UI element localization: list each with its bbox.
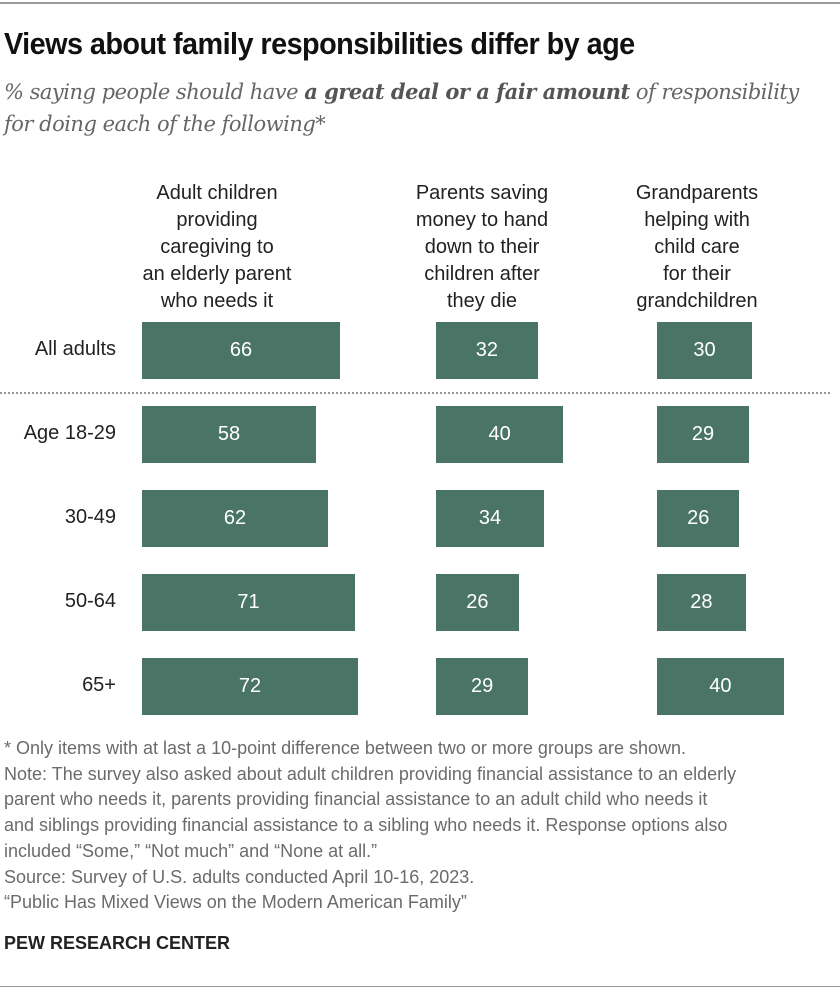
footnote-line: included “Some,” “Not much” and “None at… (4, 840, 378, 861)
bar (142, 406, 316, 463)
bar-value-label: 71 (237, 591, 260, 613)
row-label: 30-49 (64, 506, 116, 528)
footnote-line: and siblings providing financial assista… (4, 815, 728, 836)
bar (657, 406, 749, 463)
divider-dotted (0, 392, 830, 394)
bar (657, 658, 784, 715)
column-header: Adult children providing caregiving to a… (142, 182, 292, 312)
bar-value-label: 29 (691, 423, 715, 445)
bar-value-label: 72 (238, 675, 262, 697)
bar (142, 490, 328, 547)
bar (436, 658, 529, 715)
bar-value-label: 26 (687, 507, 710, 529)
footnote-line: “Public Has Mixed Views on the Modern Am… (4, 892, 467, 913)
bar (436, 490, 545, 547)
subtitle-text: % saying people should have (4, 80, 305, 104)
bar-value-label: 40 (709, 675, 732, 697)
footnote-line: parent who needs it, parents providing f… (4, 789, 708, 810)
footnote-line: Note: The survey also asked about adult … (4, 763, 737, 784)
bar (142, 322, 340, 379)
row-label: Age 18-29 (23, 422, 116, 444)
row-label: 50-64 (64, 590, 116, 612)
bar-value-label: 28 (690, 591, 713, 613)
row-label: All adults (34, 338, 116, 360)
bar-value-label: 62 (223, 507, 247, 529)
bar-value-label: 34 (478, 507, 502, 529)
bar (657, 322, 753, 379)
brand-label: PEW RESEARCH CENTER (4, 933, 231, 953)
bar (436, 322, 538, 379)
bar-value-label: 29 (470, 675, 494, 697)
footnote-line: Source: Survey of U.S. adults conducted … (4, 866, 475, 887)
bar (436, 574, 519, 631)
bar-value-label: 58 (217, 423, 241, 445)
bar-value-label: 66 (229, 339, 253, 361)
bar-value-label: 26 (466, 591, 489, 613)
bar (657, 574, 746, 631)
column-header: Grandparents helping with child care for… (635, 182, 759, 312)
footnote-line: * Only items with at last a 10-point dif… (4, 738, 687, 758)
bar (657, 490, 740, 547)
row-label: 65+ (82, 674, 116, 696)
bottom-rule (0, 986, 840, 987)
column-header: Parents saving money to hand down to the… (415, 182, 549, 312)
subtitle-bold: a great deal or a fair amount (304, 79, 630, 104)
bar-value-label: 40 (488, 423, 511, 445)
subtitle-text-end: of responsibility for doing each of the … (4, 80, 799, 136)
bar (436, 406, 564, 463)
bar (142, 574, 355, 631)
bar-value-label: 30 (693, 339, 716, 361)
chart-subtitle: % saying people should have a great deal… (4, 76, 824, 140)
chart-title: Views about family responsibilities diff… (4, 26, 635, 61)
top-rule (0, 2, 840, 4)
bar (142, 658, 358, 715)
bar-value-label: 32 (475, 339, 498, 361)
